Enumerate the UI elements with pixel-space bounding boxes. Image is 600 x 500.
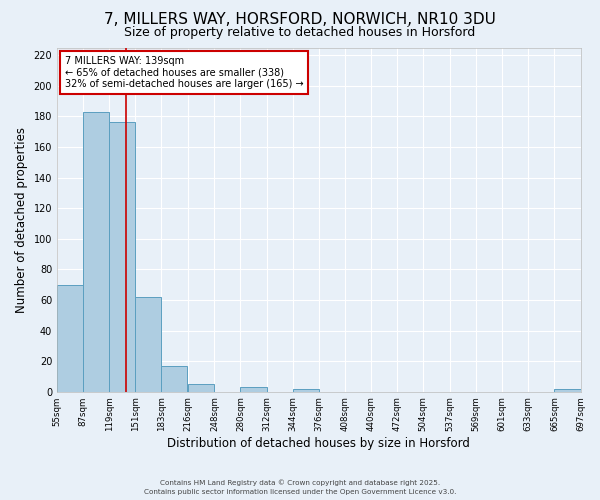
Text: Contains public sector information licensed under the Open Government Licence v3: Contains public sector information licen…	[144, 489, 456, 495]
Bar	[83, 112, 109, 392]
Bar	[109, 122, 136, 392]
Bar	[293, 388, 319, 392]
Bar	[188, 384, 214, 392]
Bar	[554, 388, 581, 392]
Bar	[57, 284, 83, 392]
Bar	[241, 387, 266, 392]
Text: 7, MILLERS WAY, HORSFORD, NORWICH, NR10 3DU: 7, MILLERS WAY, HORSFORD, NORWICH, NR10 …	[104, 12, 496, 28]
Text: 7 MILLERS WAY: 139sqm
← 65% of detached houses are smaller (338)
32% of semi-det: 7 MILLERS WAY: 139sqm ← 65% of detached …	[65, 56, 304, 90]
X-axis label: Distribution of detached houses by size in Horsford: Distribution of detached houses by size …	[167, 437, 470, 450]
Text: Size of property relative to detached houses in Horsford: Size of property relative to detached ho…	[124, 26, 476, 39]
Y-axis label: Number of detached properties: Number of detached properties	[15, 126, 28, 312]
Text: Contains HM Land Registry data © Crown copyright and database right 2025.: Contains HM Land Registry data © Crown c…	[160, 480, 440, 486]
Bar	[161, 366, 187, 392]
Bar	[136, 297, 161, 392]
